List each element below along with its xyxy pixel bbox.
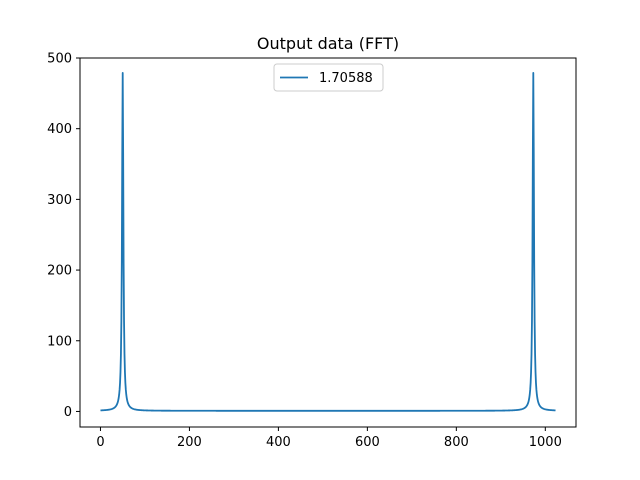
axes-frame <box>79 57 577 428</box>
legend: 1.70588 <box>273 63 384 92</box>
series-line <box>100 72 556 412</box>
y-axis: 0 100 200 300 400 500 <box>47 52 80 420</box>
y-tick-label: 300 <box>47 193 72 208</box>
x-tick-label: 400 <box>266 435 291 450</box>
y-tick-label: 100 <box>47 334 72 349</box>
legend-frame <box>273 63 384 92</box>
x-tick-label: 800 <box>444 435 469 450</box>
y-tick-label: 200 <box>47 264 72 279</box>
x-tick-label: 0 <box>96 435 104 450</box>
x-tick-label: 1000 <box>529 435 562 450</box>
x-tick-label: 600 <box>355 435 380 450</box>
y-tick-label: 500 <box>47 52 72 67</box>
y-tick-label: 400 <box>47 122 72 137</box>
plot-area <box>79 57 577 428</box>
x-axis: 0 200 400 600 800 1000 <box>96 427 562 450</box>
chart-title: Output data (FFT) <box>257 34 399 53</box>
y-tick-label: 0 <box>64 405 72 420</box>
x-tick-label: 200 <box>177 435 202 450</box>
legend-label: 1.70588 <box>319 71 373 86</box>
